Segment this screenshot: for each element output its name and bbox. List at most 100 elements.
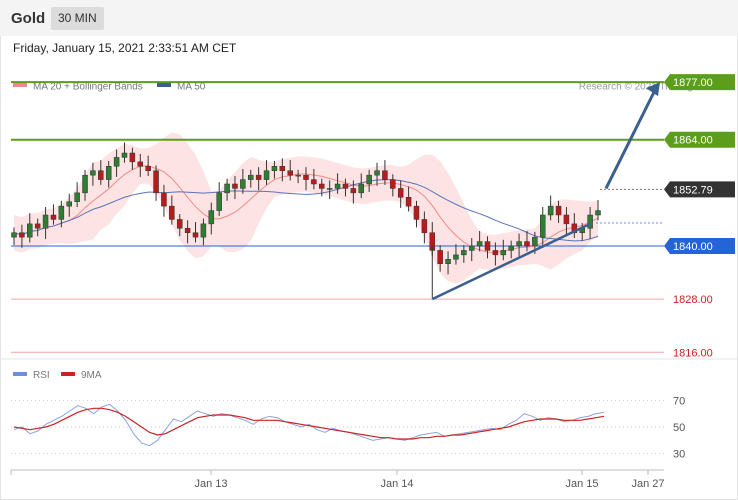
candle-body [311,179,317,185]
candle-body [27,223,33,238]
candle-body [295,174,301,177]
rsi-tick-label: 30 [673,449,685,461]
chart-datetime: Friday, January 15, 2021 2:33:51 AM CET [13,41,237,55]
candle-body [90,170,96,176]
rsi-legend-label: RSI [33,370,50,381]
candle-body [98,170,104,180]
candle-body [224,183,230,194]
candle-body [279,166,286,171]
rsi-tick-label: 50 [673,422,685,434]
rsi-legend-swatch [13,372,27,376]
candle-body [105,166,112,180]
timeframe-badge[interactable]: 30 MIN [51,7,104,30]
candle-body [287,170,293,176]
candle-body [390,179,396,189]
rsi-tick-label: 70 [673,395,685,407]
candle-body [240,179,246,189]
candle-body [303,174,309,180]
level-label: 1852.79 [673,184,713,196]
candle-body [200,223,207,238]
level-tag [664,181,735,198]
rsi-legend-swatch [61,372,75,376]
x-tick-label: Jan 14 [380,478,413,490]
candle-body [405,197,412,207]
forecast-arrowhead [646,82,660,97]
support-trendline [431,222,591,301]
candle-body [192,232,199,238]
candle-body [255,174,262,180]
candle-body [113,157,120,167]
forecast-arrow [604,89,657,190]
x-tick-label: Jan 27 [631,478,664,490]
candle-body [516,241,522,247]
candle-body [161,192,167,207]
legend-swatch [157,83,171,87]
candle-body [445,259,451,264]
candle-body [334,183,341,189]
x-tick-label: Jan 15 [565,478,598,490]
candle-body [208,210,215,225]
candle-body [50,214,57,220]
candle-body [326,188,333,190]
candle-body [547,205,554,216]
candle-body [11,232,17,238]
level-label: 1840.00 [673,241,713,253]
candle-body [468,245,475,251]
candle-body [169,205,175,220]
candle-body [358,183,364,194]
candle-body [263,170,270,180]
level-label: 1864.00 [673,135,713,147]
instrument-title: Gold [11,10,46,27]
candle-body [492,250,499,256]
candle-body [319,183,325,189]
chart-header: Gold 30 MIN [0,0,738,36]
candle-body [153,170,159,194]
candle-body [508,245,514,251]
candle-body [129,152,136,163]
candle-body [66,201,72,207]
candle-body [461,250,467,256]
candle-body [453,254,459,260]
candle-body [587,214,593,229]
candle-body [500,250,507,256]
candle-body [58,205,65,220]
candle-body [382,170,388,180]
level-label: 1816.00 [673,347,713,359]
rsi-legend-label: 9MA [81,370,102,381]
candle-body [137,161,144,167]
candle-body [540,214,546,238]
candle-body [350,188,357,194]
candle-body [476,241,483,247]
candle-body [145,166,151,171]
level-label: 1877.00 [673,77,713,89]
legend-label: MA 20 + Bollinger Bands [33,82,143,93]
candle-body [532,236,538,247]
level-tag [664,131,735,148]
candle-body [555,205,562,216]
candle-body [271,166,278,171]
candle-body [216,192,222,211]
candle-body [82,174,88,194]
candle-body [524,241,530,247]
candle-body [42,214,49,229]
candle-body [19,232,25,238]
ma50-line [13,179,599,242]
level-tag [664,238,735,254]
level-label: 1828.00 [673,294,713,306]
candle-body [232,183,238,189]
candle-body [374,170,380,176]
candle-body [366,174,372,185]
legend-swatch [13,83,27,87]
candle-body [413,205,420,220]
candle-body [397,188,404,198]
candle-body [121,152,128,158]
candle-body [421,219,428,233]
candle-body [437,250,443,264]
candle-body [342,183,349,189]
level-tag [664,74,735,91]
legend-label: MA 50 [177,82,206,93]
candle-body [176,219,183,229]
rsi-line [13,403,605,447]
x-tick-label: Jan 13 [194,478,227,490]
